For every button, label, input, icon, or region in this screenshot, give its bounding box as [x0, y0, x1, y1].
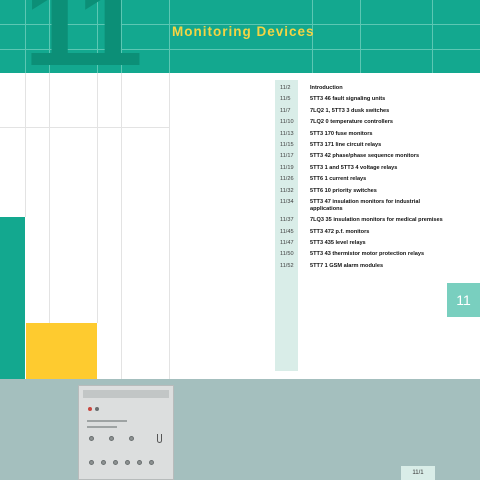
- toc-entry: 11/26 5TT6 1 current relays: [280, 176, 450, 183]
- toc-entry: 11/17 5TT3 42 phase/phase sequence monito…: [280, 153, 450, 160]
- toc-entry-title: 5TT3 170 fuse monitors: [310, 130, 373, 137]
- toc-entry: 11/45 5TT3 472 p.f. monitors: [280, 229, 450, 236]
- toc-entry: 11/52 5TT7 1 GSM alarm modules: [280, 263, 450, 270]
- toc-entry-page: 11/10: [280, 119, 294, 126]
- device-screw: [89, 436, 94, 441]
- toc-entry: 11/13 5TT3 170 fuse monitors: [280, 131, 450, 138]
- decorative-yellow-block: [26, 323, 97, 379]
- toc-entry: 11/5 5TT3 46 fault signaling units: [280, 96, 450, 103]
- toc-entry-title: 5TT6 10 priority switches: [310, 187, 377, 194]
- toc-entry-page: 11/50: [280, 251, 294, 258]
- toc-entry-title: 5TT3 46 fault signaling units: [310, 96, 386, 103]
- device-top-terminal: [83, 390, 169, 398]
- toc-entry: 11/7 7LQ2 1, 5TT3 3 dusk switches: [280, 108, 450, 115]
- toc-entry-page: 11/34: [280, 198, 294, 205]
- toc-entry: 11/32 5TT6 10 priority switches: [280, 188, 450, 195]
- toc-entry-title: 5TT7 1 GSM alarm modules: [310, 262, 384, 269]
- toc-entry: 11/2 Introduction: [280, 85, 450, 92]
- toc-entry-page: 11/2: [280, 85, 291, 91]
- toc-entry: 11/47 5TT3 435 level relays: [280, 240, 450, 247]
- toc-entry-page: 11/52: [280, 262, 294, 269]
- decorative-green-block: [0, 217, 25, 379]
- device-label: [87, 420, 127, 422]
- toc-entry-page: 11/17: [280, 153, 294, 160]
- toc-entry-title: 5TT3 42 phase/phase sequence monitors: [310, 153, 420, 160]
- monitoring-device-illustration: [78, 385, 174, 480]
- header-grid-line: [49, 0, 50, 73]
- toc-entry-title: 7LQ2 0 temperature controllers: [310, 119, 394, 126]
- grid-line: [0, 127, 169, 128]
- table-of-contents: 11/2 Introduction 11/5 5TT3 46 fault signal…: [280, 85, 450, 274]
- toc-entry-page: 11/32: [280, 187, 294, 194]
- device-screw: [89, 460, 94, 465]
- device-status-led: [88, 407, 92, 411]
- page-number: 11/1: [401, 466, 435, 480]
- toc-entry: 11/15 5TT3 171 line circuit relays: [280, 142, 450, 149]
- chapter-title: Monitoring Devices: [172, 24, 315, 39]
- header-grid-line: [0, 49, 480, 50]
- toc-entry-page: 11/15: [280, 141, 294, 148]
- header-grid-line: [97, 0, 98, 73]
- toc-entry-title: 5TT3 47 insulation monitors for industri…: [310, 198, 421, 212]
- toc-entry-page: 11/45: [280, 228, 294, 235]
- toc-entry-title: Introduction: [310, 85, 343, 91]
- toc-entry: 11/34 5TT3 47 insulation monitors for ind…: [280, 199, 450, 213]
- toc-entry-page: 11/19: [280, 164, 294, 171]
- toc-entry-page: 11/37: [280, 217, 294, 224]
- device-status-led: [95, 407, 99, 411]
- grid-line: [25, 73, 26, 217]
- header-grid-line: [312, 0, 313, 73]
- device-screw: [113, 460, 118, 465]
- toc-entry-page: 11/7: [280, 107, 291, 114]
- toc-page-column: [275, 80, 298, 371]
- grid-line: [49, 73, 50, 323]
- chapter-number-watermark: 11: [24, 0, 143, 73]
- grid-line: [169, 73, 170, 379]
- chapter-header: 11 Monitoring Devices: [0, 0, 480, 73]
- device-screw: [137, 460, 142, 465]
- device-screw: [125, 460, 130, 465]
- toc-entry-page: 11/26: [280, 176, 294, 183]
- device-dial: [157, 434, 162, 443]
- toc-entry: 11/19 5TT3 1 and 5TT3 4 voltage relays: [280, 165, 450, 172]
- header-grid-line: [360, 0, 361, 73]
- toc-entry-title: 5TT3 43 thermistor motor protection rela…: [310, 251, 425, 258]
- grid-line: [97, 73, 98, 323]
- toc-entry: 11/37 7LQ3 35 insulation monitors for med…: [280, 217, 450, 224]
- bottom-band: [0, 379, 480, 480]
- toc-entry-title: 5TT3 435 level relays: [310, 240, 366, 247]
- device-screw: [149, 460, 154, 465]
- chapter-side-tab: 11: [447, 283, 480, 317]
- header-grid-line: [0, 24, 480, 25]
- grid-line: [121, 73, 122, 379]
- toc-entry-page: 11/5: [280, 96, 291, 103]
- toc-entry-title: 7LQ3 35 insulation monitors for medical …: [310, 217, 443, 224]
- toc-entry-title: 5TT3 1 and 5TT3 4 voltage relays: [310, 164, 398, 171]
- toc-entry-title: 5TT3 171 line circuit relays: [310, 141, 382, 148]
- header-grid-line: [121, 0, 122, 73]
- device-screw: [129, 436, 134, 441]
- header-grid-line: [169, 0, 170, 73]
- toc-entry: 11/50 5TT3 43 thermistor motor protection…: [280, 251, 450, 258]
- toc-entry: 11/10 7LQ2 0 temperature controllers: [280, 119, 450, 126]
- toc-entry-title: 5TT6 1 current relays: [310, 176, 367, 183]
- device-screw: [109, 436, 114, 441]
- device-screw: [101, 460, 106, 465]
- header-grid-line: [25, 0, 26, 73]
- header-grid-line: [432, 0, 433, 73]
- toc-entry-page: 11/13: [280, 130, 294, 137]
- toc-entry-title: 5TT3 472 p.f. monitors: [310, 228, 370, 235]
- toc-entry-title: 7LQ2 1, 5TT3 3 dusk switches: [310, 107, 390, 114]
- device-label: [87, 426, 117, 428]
- toc-entry-page: 11/47: [280, 240, 294, 247]
